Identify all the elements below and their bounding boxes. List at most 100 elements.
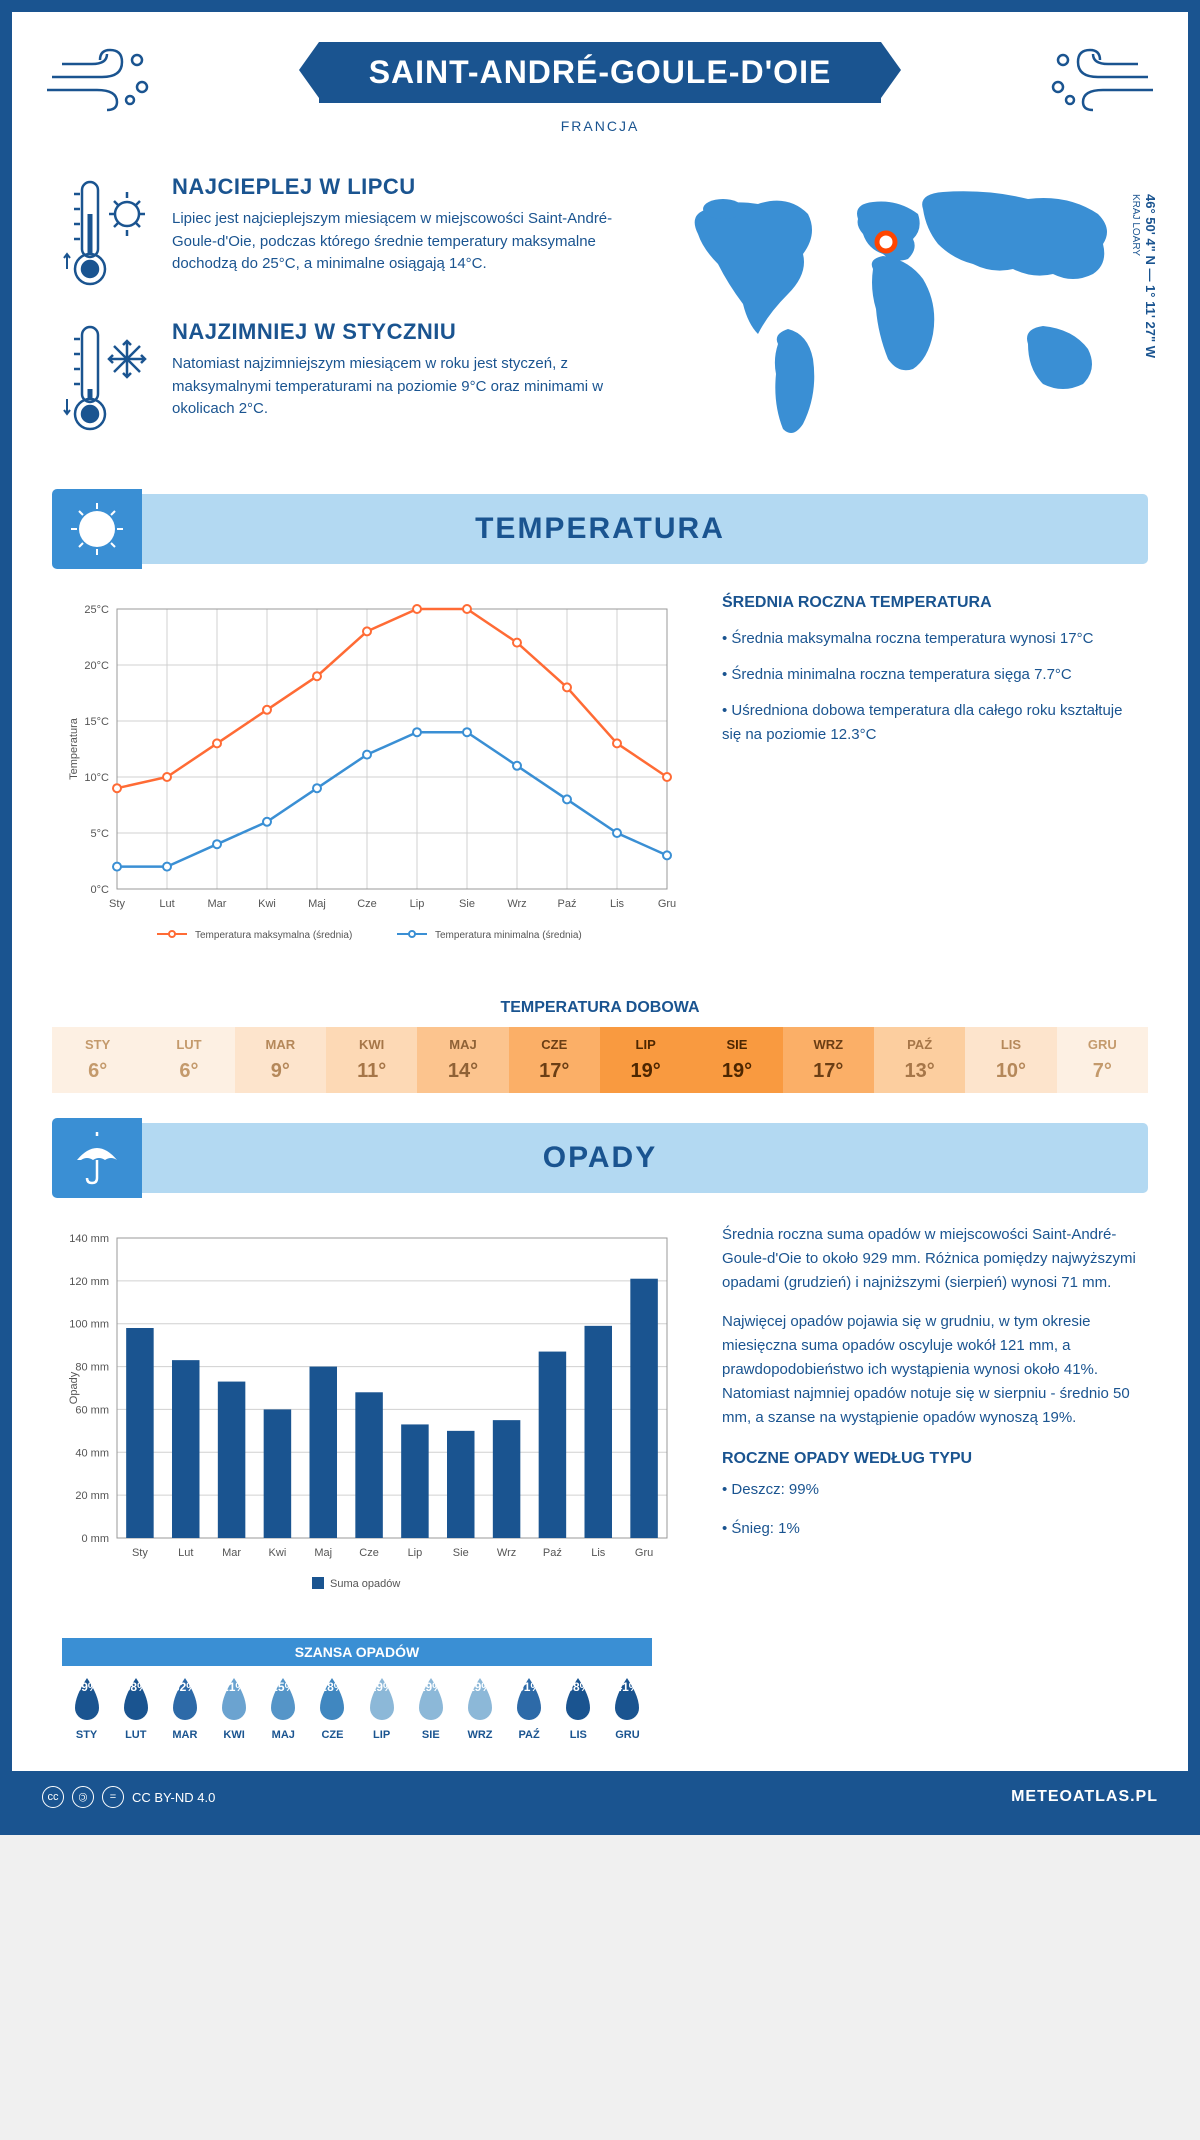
svg-text:0°C: 0°C: [91, 884, 110, 896]
site-name: METEOATLAS.PL: [1011, 1788, 1158, 1806]
chance-drop-cell: 38%LUT: [111, 1676, 160, 1741]
info-row: NAJCIEPLEJ W LIPCU Lipiec jest najcieple…: [12, 154, 1188, 494]
svg-text:Suma opadów: Suma opadów: [330, 1578, 400, 1590]
warmest-text: Lipiec jest najcieplejszym miesiącem w m…: [172, 208, 628, 276]
precip-info: Średnia roczna suma opadów w miejscowośc…: [722, 1223, 1138, 1608]
footer: cc 🄯 = CC BY-ND 4.0 METEOATLAS.PL: [12, 1771, 1188, 1823]
svg-text:120 mm: 120 mm: [69, 1276, 109, 1288]
svg-text:15°C: 15°C: [84, 716, 109, 728]
chance-header: SZANSA OPADÓW: [62, 1638, 652, 1666]
chance-drop-cell: 19%SIE: [406, 1676, 455, 1741]
chance-drop-cell: 41%GRU: [603, 1676, 652, 1741]
warmest-title: NAJCIEPLEJ W LIPCU: [172, 174, 628, 200]
daily-temp-cell: SIE19°: [691, 1027, 782, 1093]
precip-section-header: OPADY: [52, 1123, 1148, 1193]
svg-text:Lip: Lip: [408, 1547, 423, 1559]
svg-text:Paź: Paź: [558, 898, 577, 910]
temperature-line-chart: 0°C 5°C 10°C 15°C 20°C 25°C Sty Lut Mar Kwi Maj Cze…: [62, 594, 682, 959]
annual-temp-p3: • Uśredniona dobowa temperatura dla całe…: [722, 699, 1138, 747]
svg-text:Lis: Lis: [591, 1547, 606, 1559]
svg-text:100 mm: 100 mm: [69, 1319, 109, 1331]
svg-text:Gru: Gru: [658, 898, 676, 910]
svg-text:20°C: 20°C: [84, 660, 109, 672]
svg-text:Mar: Mar: [222, 1547, 241, 1559]
precip-header-title: OPADY: [543, 1141, 657, 1175]
svg-text:20 mm: 20 mm: [75, 1490, 109, 1502]
coldest-title: NAJZIMNIEJ W STYCZNIU: [172, 319, 628, 345]
svg-text:Kwi: Kwi: [269, 1547, 287, 1559]
precip-text2: Najwięcej opadów pojawia się w grudniu, …: [722, 1310, 1138, 1430]
header: SAINT-ANDRÉ-GOULE-D'OIE FRANCJA: [12, 12, 1188, 154]
svg-text:140 mm: 140 mm: [69, 1233, 109, 1245]
chance-drop-cell: 25%MAJ: [259, 1676, 308, 1741]
daily-temp-cell: WRZ17°: [783, 1027, 874, 1093]
chance-drop-cell: 21%KWI: [210, 1676, 259, 1741]
coldest-text: Natomiast najzimniejszym miesiącem w rok…: [172, 353, 628, 421]
license-block: cc 🄯 = CC BY-ND 4.0: [42, 1786, 215, 1808]
svg-text:Paź: Paź: [543, 1547, 562, 1559]
svg-text:Lut: Lut: [159, 898, 174, 910]
daily-temp-title: TEMPERATURA DOBOWA: [12, 999, 1188, 1017]
precip-text1: Średnia roczna suma opadów w miejscowośc…: [722, 1223, 1138, 1295]
svg-text:Temperatura maksymalna (średni: Temperatura maksymalna (średnia): [195, 930, 352, 941]
svg-text:25°C: 25°C: [84, 604, 109, 616]
svg-text:10°C: 10°C: [84, 772, 109, 784]
svg-text:Temperatura: Temperatura: [68, 717, 80, 780]
chance-drop-cell: 38%LIS: [554, 1676, 603, 1741]
sun-icon: [52, 489, 142, 569]
annual-temp-p2: • Średnia minimalna roczna temperatura s…: [722, 663, 1138, 687]
cc-icon: cc: [42, 1786, 64, 1808]
coldest-block: NAJZIMNIEJ W STYCZNIU Natomiast najzimni…: [62, 319, 628, 439]
annual-temp-info: ŚREDNIA ROCZNA TEMPERATURA • Średnia mak…: [722, 594, 1138, 959]
svg-text:Lut: Lut: [178, 1547, 193, 1559]
svg-text:0 mm: 0 mm: [82, 1533, 110, 1545]
svg-text:Mar: Mar: [208, 898, 227, 910]
chance-drop-cell: 28%CZE: [308, 1676, 357, 1741]
precipitation-bar-chart: 0 mm 20 mm 40 mm 60 mm 80 mm 100 mm 120 mm 140 …: [62, 1223, 682, 1608]
precip-type1: • Deszcz: 99%: [722, 1478, 1138, 1502]
precip-type-title: ROCZNE OPADY WEDŁUG TYPU: [722, 1450, 1138, 1468]
chance-drop-cell: 31%PAŹ: [505, 1676, 554, 1741]
license-text: CC BY-ND 4.0: [132, 1790, 215, 1805]
temp-header-title: TEMPERATURA: [475, 512, 725, 546]
temp-section-header: TEMPERATURA: [52, 494, 1148, 564]
svg-text:Cze: Cze: [357, 898, 377, 910]
svg-text:60 mm: 60 mm: [75, 1404, 109, 1416]
annual-temp-title: ŚREDNIA ROCZNA TEMPERATURA: [722, 594, 1138, 612]
precip-type2: • Śnieg: 1%: [722, 1517, 1138, 1541]
daily-temp-table: STY6°LUT6°MAR9°KWI11°MAJ14°CZE17°LIP19°S…: [52, 1027, 1148, 1093]
nd-icon: =: [102, 1786, 124, 1808]
daily-temp-cell: LIP19°: [600, 1027, 691, 1093]
svg-text:Kwi: Kwi: [258, 898, 276, 910]
thermometer-cold-icon: [62, 319, 152, 439]
svg-text:80 mm: 80 mm: [75, 1362, 109, 1374]
svg-text:Temperatura minimalna (średnia: Temperatura minimalna (średnia): [435, 930, 582, 941]
svg-text:40 mm: 40 mm: [75, 1447, 109, 1459]
umbrella-icon: [52, 1118, 142, 1198]
svg-text:5°C: 5°C: [91, 828, 110, 840]
daily-temp-cell: MAR9°: [235, 1027, 326, 1093]
wind-icon: [1038, 42, 1158, 112]
svg-text:Opady: Opady: [68, 1371, 80, 1404]
svg-text:Wrz: Wrz: [507, 898, 526, 910]
chance-drops-row: 39%STY38%LUT32%MAR21%KWI25%MAJ28%CZE19%L…: [62, 1676, 652, 1741]
warmest-block: NAJCIEPLEJ W LIPCU Lipiec jest najcieple…: [62, 174, 628, 294]
chance-drop-cell: 19%WRZ: [455, 1676, 504, 1741]
svg-text:Wrz: Wrz: [497, 1547, 516, 1559]
daily-temp-cell: MAJ14°: [417, 1027, 508, 1093]
by-icon: 🄯: [72, 1786, 94, 1808]
wind-icon: [42, 42, 162, 112]
svg-text:Sty: Sty: [132, 1547, 148, 1559]
svg-text:Cze: Cze: [359, 1547, 379, 1559]
svg-text:Maj: Maj: [308, 898, 326, 910]
svg-text:Maj: Maj: [314, 1547, 332, 1559]
svg-text:Gru: Gru: [635, 1547, 653, 1559]
page-title: SAINT-ANDRÉ-GOULE-D'OIE: [319, 42, 882, 103]
daily-temp-cell: STY6°: [52, 1027, 143, 1093]
thermometer-hot-icon: [62, 174, 152, 294]
svg-text:Sty: Sty: [109, 898, 125, 910]
world-map: 46° 50' 4" N — 1° 11' 27" W KRAJ LOARY: [658, 174, 1138, 464]
chance-drop-cell: 32%MAR: [160, 1676, 209, 1741]
chance-drop-cell: 39%STY: [62, 1676, 111, 1741]
annual-temp-p1: • Średnia maksymalna roczna temperatura …: [722, 627, 1138, 651]
